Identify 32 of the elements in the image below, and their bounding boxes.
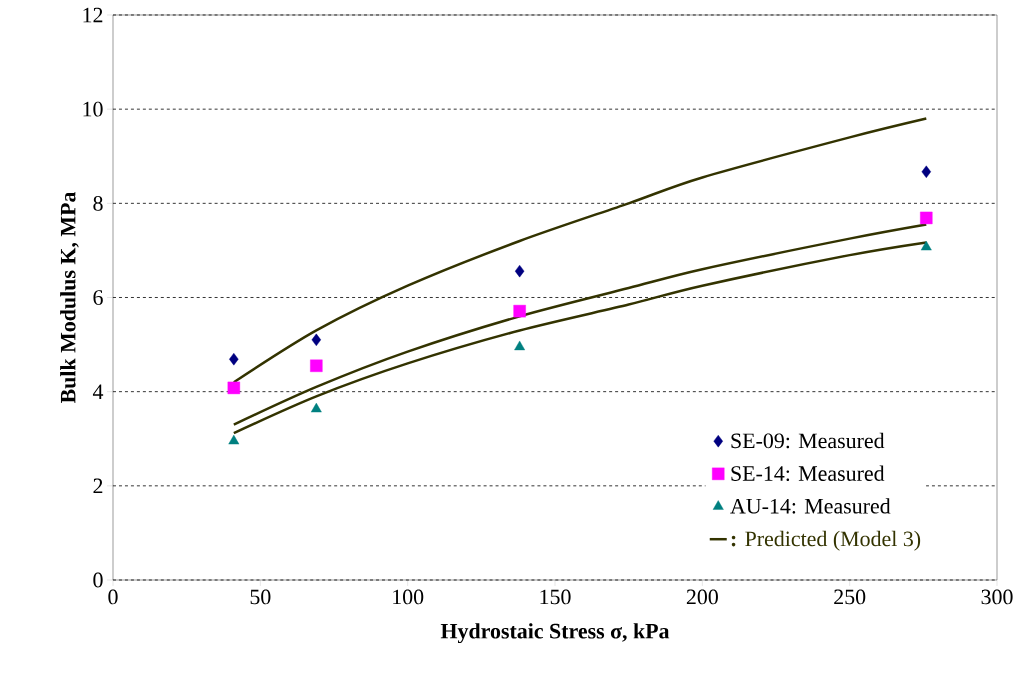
- legend-label: : Predicted (Model 3): [731, 530, 921, 551]
- legend-label: SE-14: Measured: [731, 465, 885, 482]
- legend-label: SE-09: Measured: [731, 432, 885, 449]
- x-tick-label: 0: [108, 589, 118, 605]
- point: [920, 211, 933, 225]
- point: [310, 359, 323, 372]
- y-tick-label: 12: [83, 7, 103, 23]
- y-tick-label: 8: [93, 195, 103, 211]
- y-tick-label: 10: [83, 101, 103, 117]
- point: [921, 165, 931, 178]
- y-axis-title: Bulk Modulus K, MPa: [60, 191, 79, 404]
- x-tick-label: 50: [250, 589, 271, 605]
- point: [920, 240, 932, 251]
- point: [228, 434, 240, 445]
- x-tick-label: 200: [686, 589, 718, 605]
- y-tick-label: 2: [93, 478, 103, 494]
- y-tick-label: 4: [92, 384, 104, 399]
- point: [514, 340, 526, 351]
- point: [514, 264, 525, 278]
- x-tick-label: 150: [540, 589, 571, 605]
- y-tick-label: 6: [93, 290, 103, 305]
- y-tick-label: 0: [93, 572, 103, 588]
- point: [310, 402, 322, 413]
- point: [513, 304, 526, 318]
- legend-label: AU-14: Measured: [730, 498, 891, 514]
- point: [229, 352, 239, 366]
- x-tick-label: 100: [393, 589, 424, 605]
- point: [227, 381, 241, 395]
- x-tick-label: 300: [981, 589, 1013, 605]
- point: [311, 333, 322, 347]
- x-tick-label: 250: [834, 589, 866, 605]
- x-axis-title: Hydrostaic Stress σ, kPa: [440, 623, 670, 644]
